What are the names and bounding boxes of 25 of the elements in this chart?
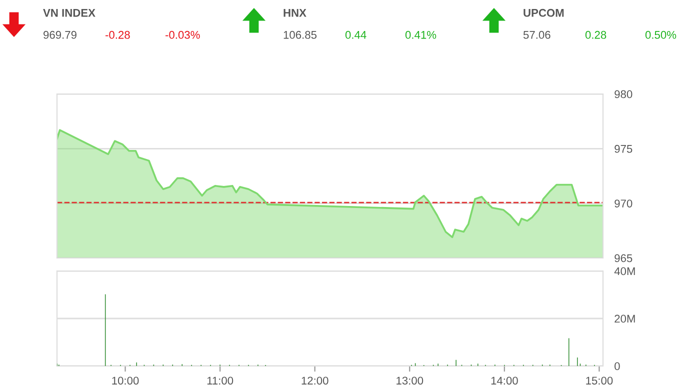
x-tick-label: 11:00 xyxy=(207,376,234,385)
text: -0.03% xyxy=(165,30,200,39)
text: 0.44 xyxy=(345,30,366,39)
x-tick-label: 10:00 xyxy=(112,376,139,385)
text: 57.06 xyxy=(523,30,550,39)
text: 0.50% xyxy=(645,30,676,39)
x-tick-label: 13:00 xyxy=(396,376,424,385)
y-tick-label: 20M xyxy=(614,314,635,323)
text: 969.79 xyxy=(44,30,76,39)
text: VN INDEX xyxy=(43,9,96,17)
y-tick-label: 965 xyxy=(614,254,632,262)
x-tick-label: 14:00 xyxy=(491,376,518,385)
text: -0.28 xyxy=(105,30,130,39)
x-tick-label: 15:00 xyxy=(586,376,613,385)
y-tick-label: 40M xyxy=(614,267,635,276)
text: HNX xyxy=(284,9,306,17)
y-tick-label: 980 xyxy=(614,90,632,98)
text: 0.28 xyxy=(585,30,606,39)
x-tick-label: 12:00 xyxy=(302,376,328,385)
y-tick-label: 0 xyxy=(614,362,620,370)
text: UPCOM xyxy=(524,8,564,17)
text: 0.41% xyxy=(405,30,436,39)
y-tick-label: 975 xyxy=(614,144,632,153)
text: 106.85 xyxy=(284,30,317,39)
y-tick-label: 970 xyxy=(614,200,632,208)
